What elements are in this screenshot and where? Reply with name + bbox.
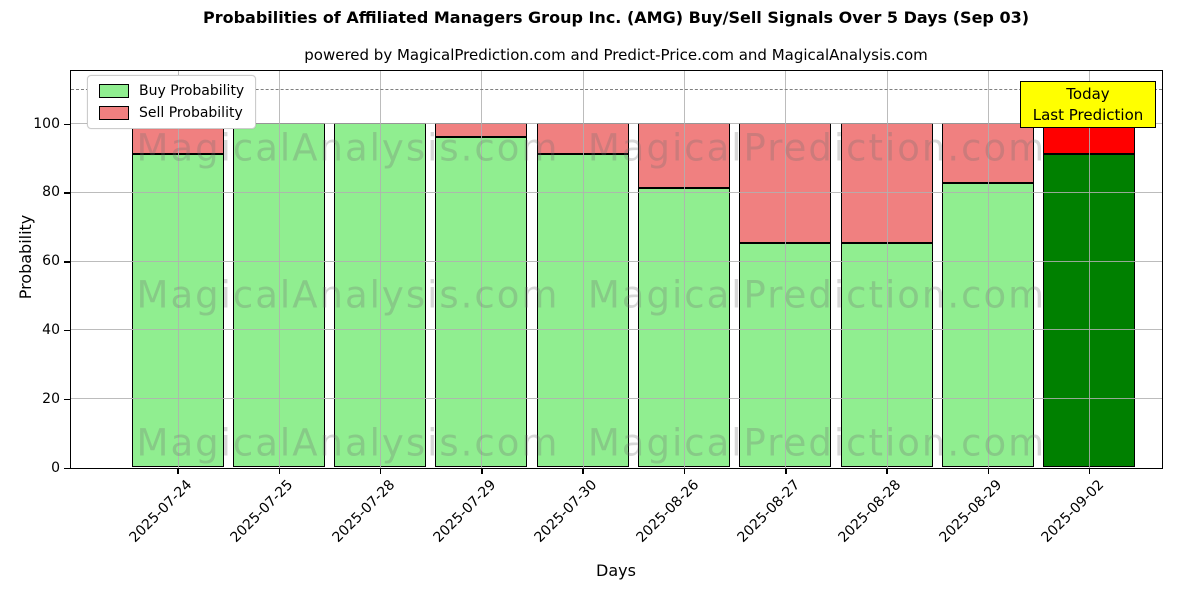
v-gridline-2025-07-25 — [278, 71, 280, 468]
y-tick-label-0: 0 — [51, 459, 60, 476]
watermark-text: MagicalAnalysis.com — [136, 273, 560, 317]
x-tick-2025-07-30 — [582, 469, 584, 474]
v-gridline-2025-08-26 — [684, 71, 685, 468]
v-gridline-2025-09-02 — [1089, 71, 1091, 468]
v-gridline-2025-08-27 — [785, 71, 787, 468]
x-tick-2025-08-29 — [987, 469, 990, 474]
h-gridline-20 — [71, 398, 1162, 400]
watermark-text: MagicalAnalysis.com — [136, 421, 560, 465]
y-tick-100 — [64, 123, 70, 125]
legend-label-sell: Sell Probability — [139, 105, 243, 121]
x-tick-2025-07-24 — [177, 469, 179, 474]
x-tick-2025-08-28 — [886, 469, 888, 474]
y-tick-label-20: 20 — [42, 390, 60, 407]
chart-title: Probabilities of Affiliated Managers Gro… — [202, 8, 1030, 27]
y-tick-label-40: 40 — [42, 321, 60, 338]
x-tick-2025-08-27 — [785, 469, 787, 474]
y-tick-40 — [64, 329, 70, 332]
h-gridline-80 — [71, 191, 1162, 193]
watermark-text: MagicalPrediction.com — [587, 273, 1047, 317]
dashed-threshold-line — [71, 88, 1162, 90]
legend-item-sell: Sell Probability — [99, 105, 244, 121]
v-gridline-2025-07-28 — [380, 71, 382, 468]
y-tick-20 — [64, 398, 70, 401]
x-tick-2025-09-02 — [1088, 469, 1091, 474]
x-axis-label: Days — [596, 561, 636, 580]
legend: Buy Probability Sell Probability — [87, 75, 257, 129]
v-gridline-2025-08-28 — [886, 71, 888, 468]
x-tick-2025-07-28 — [379, 469, 382, 474]
buy-swatch-icon — [99, 84, 129, 98]
sell-swatch-icon — [99, 106, 129, 120]
x-tick-2025-07-29 — [481, 469, 483, 474]
h-gridline-40 — [71, 329, 1162, 331]
v-gridline-2025-07-30 — [582, 71, 584, 468]
h-gridline-60 — [71, 260, 1162, 262]
legend-item-buy: Buy Probability — [99, 83, 244, 99]
x-tick-2025-07-25 — [278, 469, 281, 474]
today-annotation-line1: Today — [1066, 84, 1110, 103]
y-tick-60 — [64, 261, 70, 263]
y-tick-label-100: 100 — [33, 115, 60, 132]
today-annotation-line2: Last Prediction — [1032, 105, 1144, 124]
plot-area: MagicalAnalysis.com MagicalPrediction.com… — [70, 70, 1163, 469]
y-tick-label-80: 80 — [42, 184, 60, 201]
watermark-text: MagicalAnalysis.com — [136, 126, 560, 170]
chart-subtitle: powered by MagicalPrediction.com and Pre… — [304, 46, 928, 64]
today-annotation: Today Last Prediction — [1020, 81, 1156, 128]
v-gridline-2025-07-24 — [177, 71, 179, 468]
watermark-text: MagicalPrediction.com — [587, 126, 1047, 170]
y-tick-80 — [64, 192, 70, 194]
h-gridline-100 — [71, 123, 1162, 124]
v-gridline-2025-08-29 — [987, 71, 989, 468]
watermark-text: MagicalPrediction.com — [587, 421, 1047, 465]
y-tick-label-60: 60 — [42, 253, 60, 270]
x-tick-2025-08-26 — [683, 469, 686, 474]
legend-label-buy: Buy Probability — [139, 83, 245, 99]
y-tick-0 — [64, 467, 70, 469]
v-gridline-2025-07-29 — [481, 71, 483, 468]
